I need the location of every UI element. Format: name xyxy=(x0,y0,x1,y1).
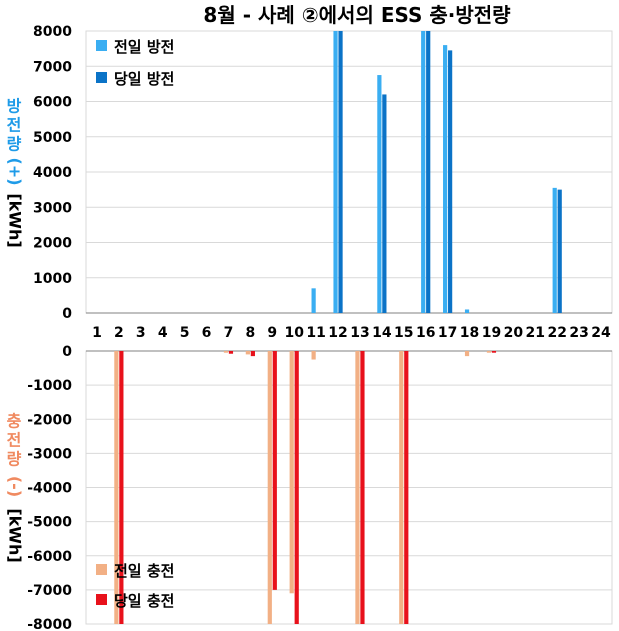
charge-y-axis-label-char: 량 xyxy=(7,450,22,469)
charge-bar-curr xyxy=(119,351,124,624)
charge-y-tick-label: -3000 xyxy=(27,446,72,462)
charge-bar-prev xyxy=(289,351,294,594)
charge-bar-prev xyxy=(114,351,119,624)
discharge-bar-prev xyxy=(421,31,426,313)
x-tick-label: 20 xyxy=(504,325,524,341)
x-tick-label: 17 xyxy=(438,325,457,341)
discharge-y-axis-label-sign: (+) xyxy=(6,157,25,185)
x-tick-label: 8 xyxy=(246,325,256,341)
discharge-bar-prev xyxy=(464,309,470,313)
x-tick-label: 11 xyxy=(306,325,325,341)
discharge-bar-curr xyxy=(426,31,431,313)
discharge-y-tick-label: 8000 xyxy=(33,24,72,40)
discharge-bar-prev xyxy=(552,187,557,313)
discharge-bar-prev xyxy=(333,31,338,313)
charge-bar-prev xyxy=(399,351,404,624)
x-tick-label: 6 xyxy=(202,325,212,341)
charge-bar-curr xyxy=(294,351,299,624)
charge-bar-prev xyxy=(223,351,229,353)
x-tick-label: 24 xyxy=(591,325,611,341)
charge-bar-curr xyxy=(404,351,409,624)
charge-bar-curr xyxy=(491,351,497,353)
charge-bar-curr xyxy=(228,351,234,354)
x-tick-label: 9 xyxy=(267,325,277,341)
charge-legend-swatch xyxy=(96,594,107,605)
charge-y-axis-label-sign: (-) xyxy=(6,476,25,497)
x-tick-label: 21 xyxy=(526,325,545,341)
charge-legend-label: 전일 충전 xyxy=(114,562,174,580)
charge-bar-curr xyxy=(360,351,365,624)
discharge-y-axis-label-char: 방 xyxy=(7,97,22,116)
x-tick-label: 16 xyxy=(416,325,435,341)
charge-y-tick-label: -8000 xyxy=(27,617,72,631)
charge-y-axis-label-char: 충 xyxy=(7,412,22,431)
discharge-legend-label: 전일 방전 xyxy=(114,38,174,56)
charge-y-axis-label-char: 전 xyxy=(7,431,22,450)
x-tick-label: 2 xyxy=(114,325,124,341)
discharge-y-tick-label: 3000 xyxy=(33,200,72,216)
charge-y-tick-label: -7000 xyxy=(27,583,72,599)
discharge-y-tick-label: 1000 xyxy=(33,271,72,287)
discharge-y-tick-label: 6000 xyxy=(33,95,72,111)
x-tick-label: 19 xyxy=(482,325,501,341)
charge-bar-prev xyxy=(486,351,492,353)
discharge-legend-swatch xyxy=(96,40,107,51)
x-tick-label: 23 xyxy=(569,325,588,341)
x-tick-label: 10 xyxy=(284,325,304,341)
charge-bar-prev xyxy=(245,351,250,355)
discharge-legend-swatch xyxy=(96,72,107,83)
x-tick-label: 4 xyxy=(158,325,168,341)
discharge-bar-curr xyxy=(557,189,562,313)
charge-bar-prev xyxy=(267,351,272,624)
charge-y-tick-label: -2000 xyxy=(27,412,72,428)
discharge-bar-curr xyxy=(382,94,387,313)
discharge-y-tick-label: 2000 xyxy=(33,236,72,252)
x-tick-label: 7 xyxy=(224,325,234,341)
discharge-y-tick-label: 0 xyxy=(62,306,72,322)
charge-y-tick-label: -5000 xyxy=(27,515,72,531)
discharge-bar-prev xyxy=(377,75,382,313)
x-tick-label: 13 xyxy=(350,325,369,341)
charge-bar-prev xyxy=(464,351,470,357)
discharge-y-axis-label-char: 량 xyxy=(7,135,22,154)
discharge-y-axis-unit: [kWh] xyxy=(6,193,25,247)
x-tick-label: 5 xyxy=(180,325,190,341)
discharge-legend-label: 당일 방전 xyxy=(114,70,174,88)
charge-legend-swatch xyxy=(96,564,107,575)
charge-bar-prev xyxy=(311,351,316,360)
charge-chart: 0 -1000 -2000 -3000 -4000 -5000 -6000 -7000 -800… xyxy=(6,344,613,631)
chart-title: 8월 - 사례 ②에서의 ESS 충·방전량 xyxy=(203,3,511,27)
discharge-bar-curr xyxy=(338,31,343,313)
x-tick-label: 3 xyxy=(136,325,146,341)
discharge-bar-prev xyxy=(311,288,316,313)
x-tick-label: 1 xyxy=(92,325,102,341)
charge-bar-curr xyxy=(250,351,255,357)
charge-y-tick-label: -1000 xyxy=(27,378,72,394)
discharge-y-tick-label: 7000 xyxy=(33,59,72,75)
x-tick-label: 18 xyxy=(460,325,479,341)
x-tick-label: 12 xyxy=(328,325,347,341)
x-tick-label: 15 xyxy=(394,325,413,341)
charge-y-tick-label: -6000 xyxy=(27,549,72,565)
x-tick-label: 22 xyxy=(547,325,566,341)
charge-bar-curr xyxy=(272,351,277,590)
discharge-bar-prev xyxy=(443,45,448,313)
x-tick-label: 14 xyxy=(372,325,392,341)
charge-y-tick-label: 0 xyxy=(62,344,72,360)
discharge-bar-curr xyxy=(448,50,453,313)
discharge-y-tick-label: 4000 xyxy=(33,165,72,181)
charge-y-axis-unit: [kWh] xyxy=(6,508,25,562)
discharge-y-tick-label: 5000 xyxy=(33,130,72,146)
charge-y-tick-label: -4000 xyxy=(27,481,72,497)
discharge-y-axis-label-char: 전 xyxy=(7,116,22,135)
charge-bar-prev xyxy=(355,351,360,624)
charge-legend-label: 당일 충전 xyxy=(114,592,174,610)
